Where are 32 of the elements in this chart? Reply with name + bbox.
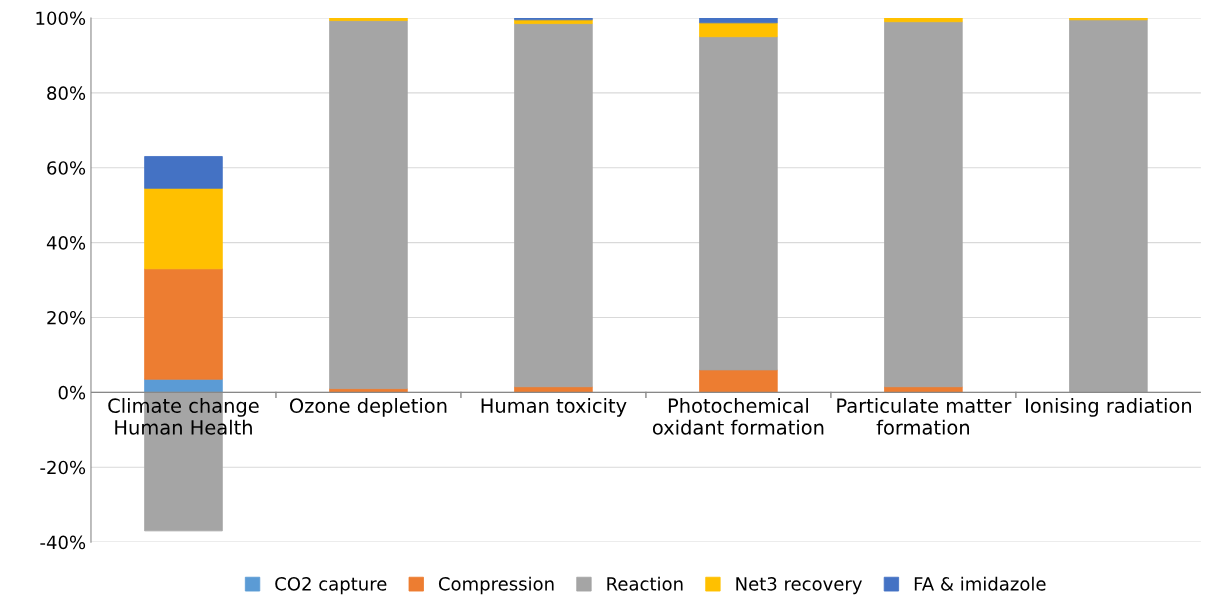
bar <box>699 17 778 24</box>
bar <box>329 20 408 390</box>
bar <box>699 36 778 371</box>
bar <box>699 369 778 393</box>
bar <box>884 21 963 388</box>
y-tick-label: 40% <box>46 236 86 250</box>
legend-label: FA & imidazole <box>914 576 1046 591</box>
x-tick-label: Photochemical oxidant formation <box>652 397 824 435</box>
y-tick-label: -20% <box>40 460 86 475</box>
legend-label: CO2 capture <box>275 577 387 595</box>
bar <box>1069 19 1148 393</box>
y-tick-label: 100% <box>36 11 86 26</box>
bar <box>699 22 778 38</box>
legend-label: Net3 recovery <box>736 577 862 595</box>
x-tick-label: Particulate matter formation <box>837 397 1012 435</box>
y-tick-label: -40% <box>40 535 86 550</box>
x-tick-label: Climate change Human Health <box>108 397 259 435</box>
y-tick-label: 80% <box>47 86 86 100</box>
y-tick-label: 0% <box>58 385 86 400</box>
x-tick-label: Human toxicity <box>481 397 627 417</box>
legend-label: Compression <box>438 576 554 595</box>
bar <box>329 17 408 22</box>
legend-label: Reaction <box>607 576 683 591</box>
y-tick-label: 60% <box>47 161 86 175</box>
bar <box>144 187 223 270</box>
bar <box>884 17 963 23</box>
x-tick-label: Ionising radiation <box>1026 397 1192 417</box>
bar <box>514 23 593 388</box>
bar <box>144 268 223 380</box>
y-tick-label: 20% <box>47 310 86 325</box>
x-tick-label: Ozone depletion <box>289 397 447 417</box>
bar <box>144 156 223 189</box>
